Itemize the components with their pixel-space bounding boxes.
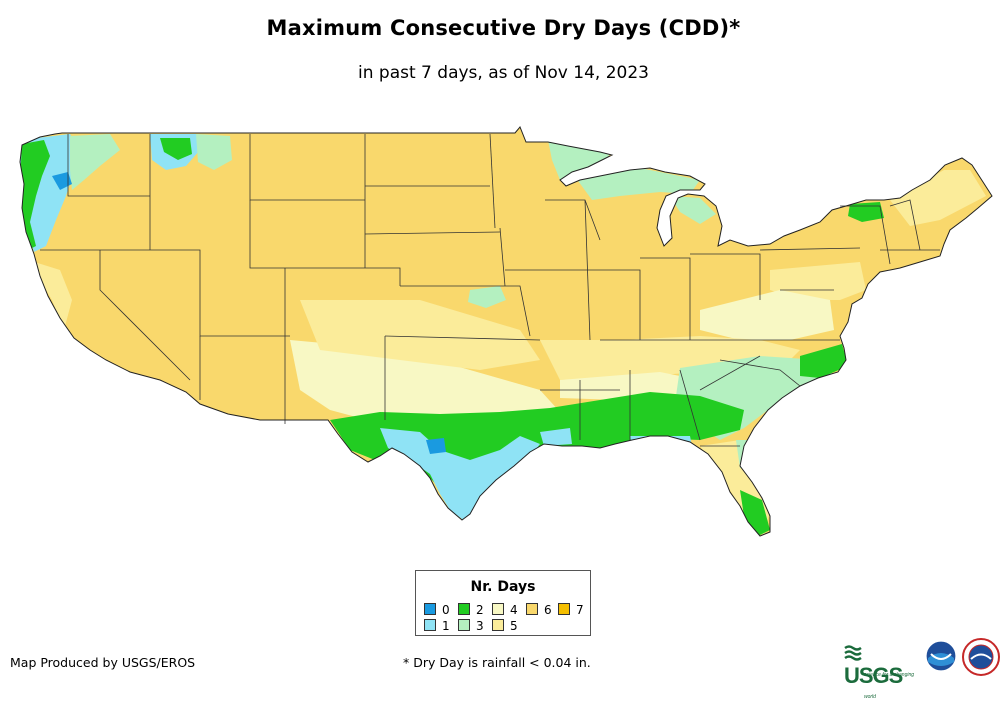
- usgs-logo: USGS science for a changing world: [844, 643, 918, 700]
- map-subtitle: in past 7 days, as of Nov 14, 2023: [358, 63, 649, 83]
- legend-item-1: 1: [424, 619, 450, 633]
- legend-label: 3: [476, 619, 484, 633]
- region-nc-green: [800, 344, 848, 378]
- region-texas-zero: [426, 438, 446, 454]
- legend-item-0: 0: [424, 603, 450, 617]
- credit-text: Map Produced by USGS/EROS: [10, 655, 196, 670]
- usgs-logo-tagline: science for a changing world: [864, 672, 915, 700]
- region-pnw-zero: [52, 172, 72, 190]
- legend-swatch: [492, 619, 504, 631]
- region-n-rockies-lightgreen: [196, 134, 232, 170]
- legend-label: 4: [510, 603, 518, 617]
- region-pnw-green: [20, 140, 50, 250]
- region-sw-lightyellow: [300, 300, 540, 370]
- state-boundaries: [40, 133, 940, 447]
- region-midatlantic-lightyellow: [770, 262, 866, 300]
- conus-dry-days-map: [19, 126, 993, 537]
- region-sw-pale: [290, 340, 560, 420]
- region-al-blue: [630, 436, 692, 448]
- legend-label: 2: [476, 603, 484, 617]
- legend-item-7: 7: [558, 603, 584, 617]
- legend-title: Nr. Days: [470, 579, 536, 595]
- region-ne-lightyellow: [890, 170, 986, 226]
- map-title: Maximum Consecutive Dry Days (CDD)*: [266, 16, 741, 40]
- region-la-blue: [540, 428, 572, 446]
- legend-item-2: 2: [458, 603, 484, 617]
- region-pnw-lightgreen: [70, 134, 120, 190]
- legend-swatch: [458, 603, 470, 615]
- region-mich-lp-lightgreen: [670, 196, 716, 224]
- region-ca-green-spot: [24, 262, 38, 290]
- legend-swatch: [424, 603, 436, 615]
- region-fl-green: [740, 490, 770, 536]
- legend-item-5: 5: [492, 619, 518, 633]
- legend-item-4: 4: [492, 603, 518, 617]
- region-ks-lightgreen: [468, 286, 506, 308]
- legend-swatch: [558, 603, 570, 615]
- legend-label: 5: [510, 619, 518, 633]
- usgs-logo-text: USGS: [844, 663, 903, 688]
- noaa-logo: [925, 640, 957, 672]
- region-ny-green: [848, 202, 884, 222]
- legend-box: Nr. Days 0 1 2 3 4 5 6 7: [415, 570, 591, 636]
- region-appalachian-pale: [700, 290, 834, 340]
- legend-label: 7: [576, 603, 584, 617]
- region-michigan-lightgreen: [576, 168, 700, 200]
- legend-item-3: 3: [458, 619, 484, 633]
- legend-item-6: 6: [526, 603, 552, 617]
- legend-label: 1: [442, 619, 450, 633]
- nws-logo: [962, 638, 1000, 676]
- region-texas-blue: [380, 428, 540, 522]
- usgs-wave-icon: [844, 645, 862, 661]
- cdd-color-regions: [20, 134, 986, 536]
- legend-swatch: [458, 619, 470, 631]
- region-n-rockies-green: [160, 138, 192, 160]
- legend-label: 6: [544, 603, 552, 617]
- legend-swatch: [492, 603, 504, 615]
- footnote-text: * Dry Day is rainfall < 0.04 in.: [403, 655, 591, 670]
- legend-swatch: [424, 619, 436, 631]
- legend-swatch: [526, 603, 538, 615]
- legend-label: 0: [442, 603, 450, 617]
